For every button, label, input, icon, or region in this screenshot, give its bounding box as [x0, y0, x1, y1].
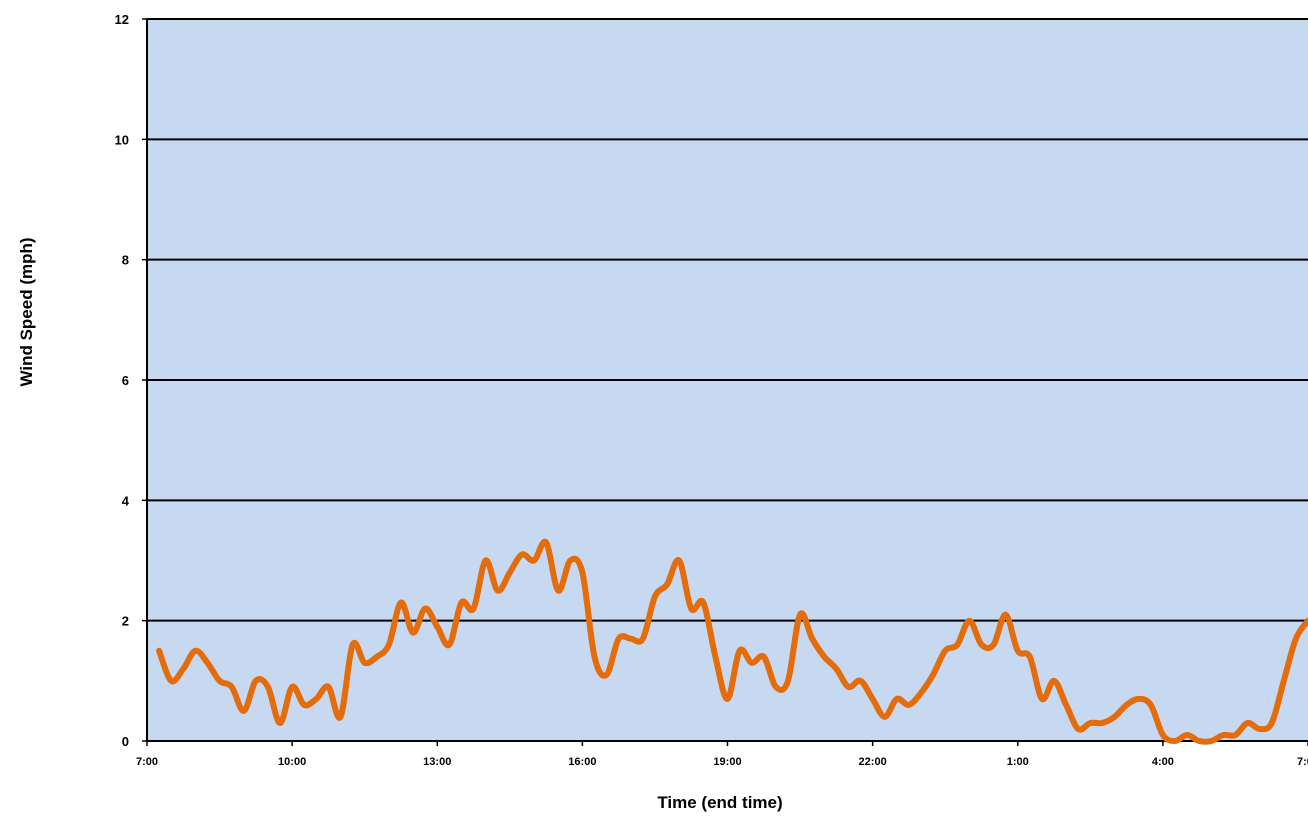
x-tick-label: 10:00	[278, 756, 306, 768]
y-tick-label: 4	[122, 493, 130, 508]
y-tick-label: 6	[122, 373, 129, 388]
x-tick-label: 7:00	[1297, 756, 1308, 768]
x-axis-ticks: 7:00 10:00 13:00 16:00 19:00 22:00 1:00 4:00 7:0…	[136, 741, 1308, 768]
y-axis-ticks: 0 2 4 6 8 10 12	[115, 12, 147, 749]
x-tick-label: 13:00	[423, 756, 451, 768]
y-tick-label: 8	[122, 253, 129, 268]
y-tick-label: 12	[115, 12, 129, 27]
y-axis-title: Wind Speed (mph)	[17, 237, 36, 386]
gridlines	[147, 18, 1308, 622]
x-tick-label: 19:00	[713, 756, 741, 768]
x-axis-title: Time (end time)	[657, 793, 782, 812]
x-tick-label: 7:00	[136, 756, 158, 768]
x-tick-label: 22:00	[859, 756, 887, 768]
series-line-0	[156, 538, 1308, 745]
x-tick-label: 4:00	[1152, 756, 1174, 768]
x-tick-label: 16:00	[568, 756, 596, 768]
series-group	[156, 538, 1308, 745]
y-tick-label: 10	[115, 132, 129, 147]
x-tick-label: 1:00	[1007, 756, 1029, 768]
y-tick-label: 0	[122, 734, 129, 749]
y-tick-label: 2	[122, 614, 129, 629]
